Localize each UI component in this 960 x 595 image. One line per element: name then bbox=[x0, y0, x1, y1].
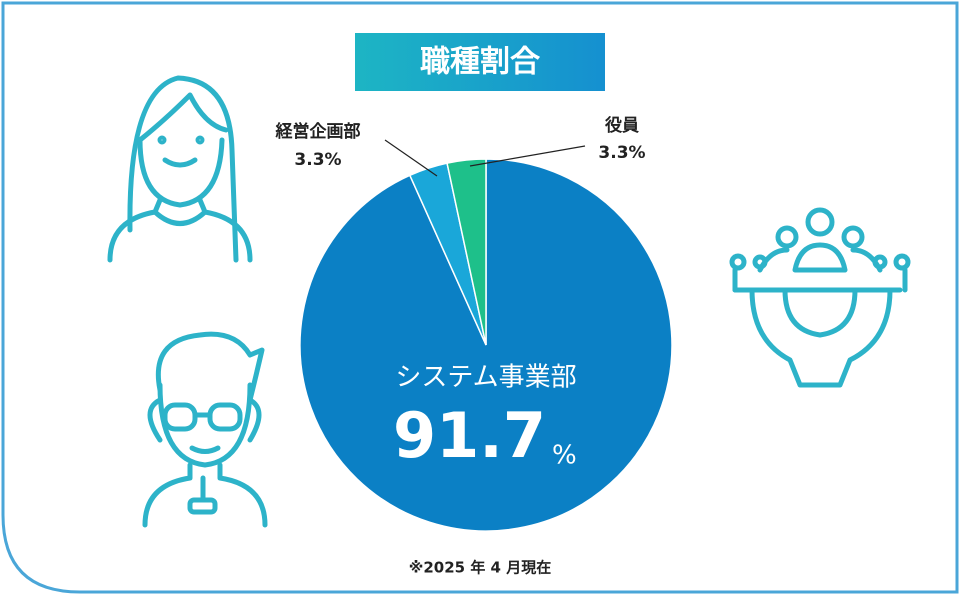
slice-label: 役員 bbox=[604, 115, 639, 136]
pie-slice bbox=[299, 158, 673, 532]
slice-value: 3.3% bbox=[294, 150, 341, 170]
leader-line bbox=[384, 139, 438, 177]
slice-unit: % bbox=[552, 441, 577, 471]
slice-value: 3.3% bbox=[598, 143, 645, 163]
pie-slice bbox=[446, 158, 487, 346]
team-gear-icon bbox=[729, 207, 911, 388]
leader-line bbox=[469, 145, 586, 167]
slice-label: システム事業部 bbox=[395, 363, 576, 393]
slice-value: 91.7 bbox=[393, 399, 546, 472]
footnote: ※2025 年 4 月現在 bbox=[409, 559, 551, 577]
chart-title: 職種割合 bbox=[420, 45, 541, 80]
man-icon bbox=[142, 331, 268, 528]
title-box bbox=[355, 33, 605, 91]
woman-icon bbox=[107, 75, 253, 263]
slice-label: 経営企画部 bbox=[275, 121, 361, 142]
